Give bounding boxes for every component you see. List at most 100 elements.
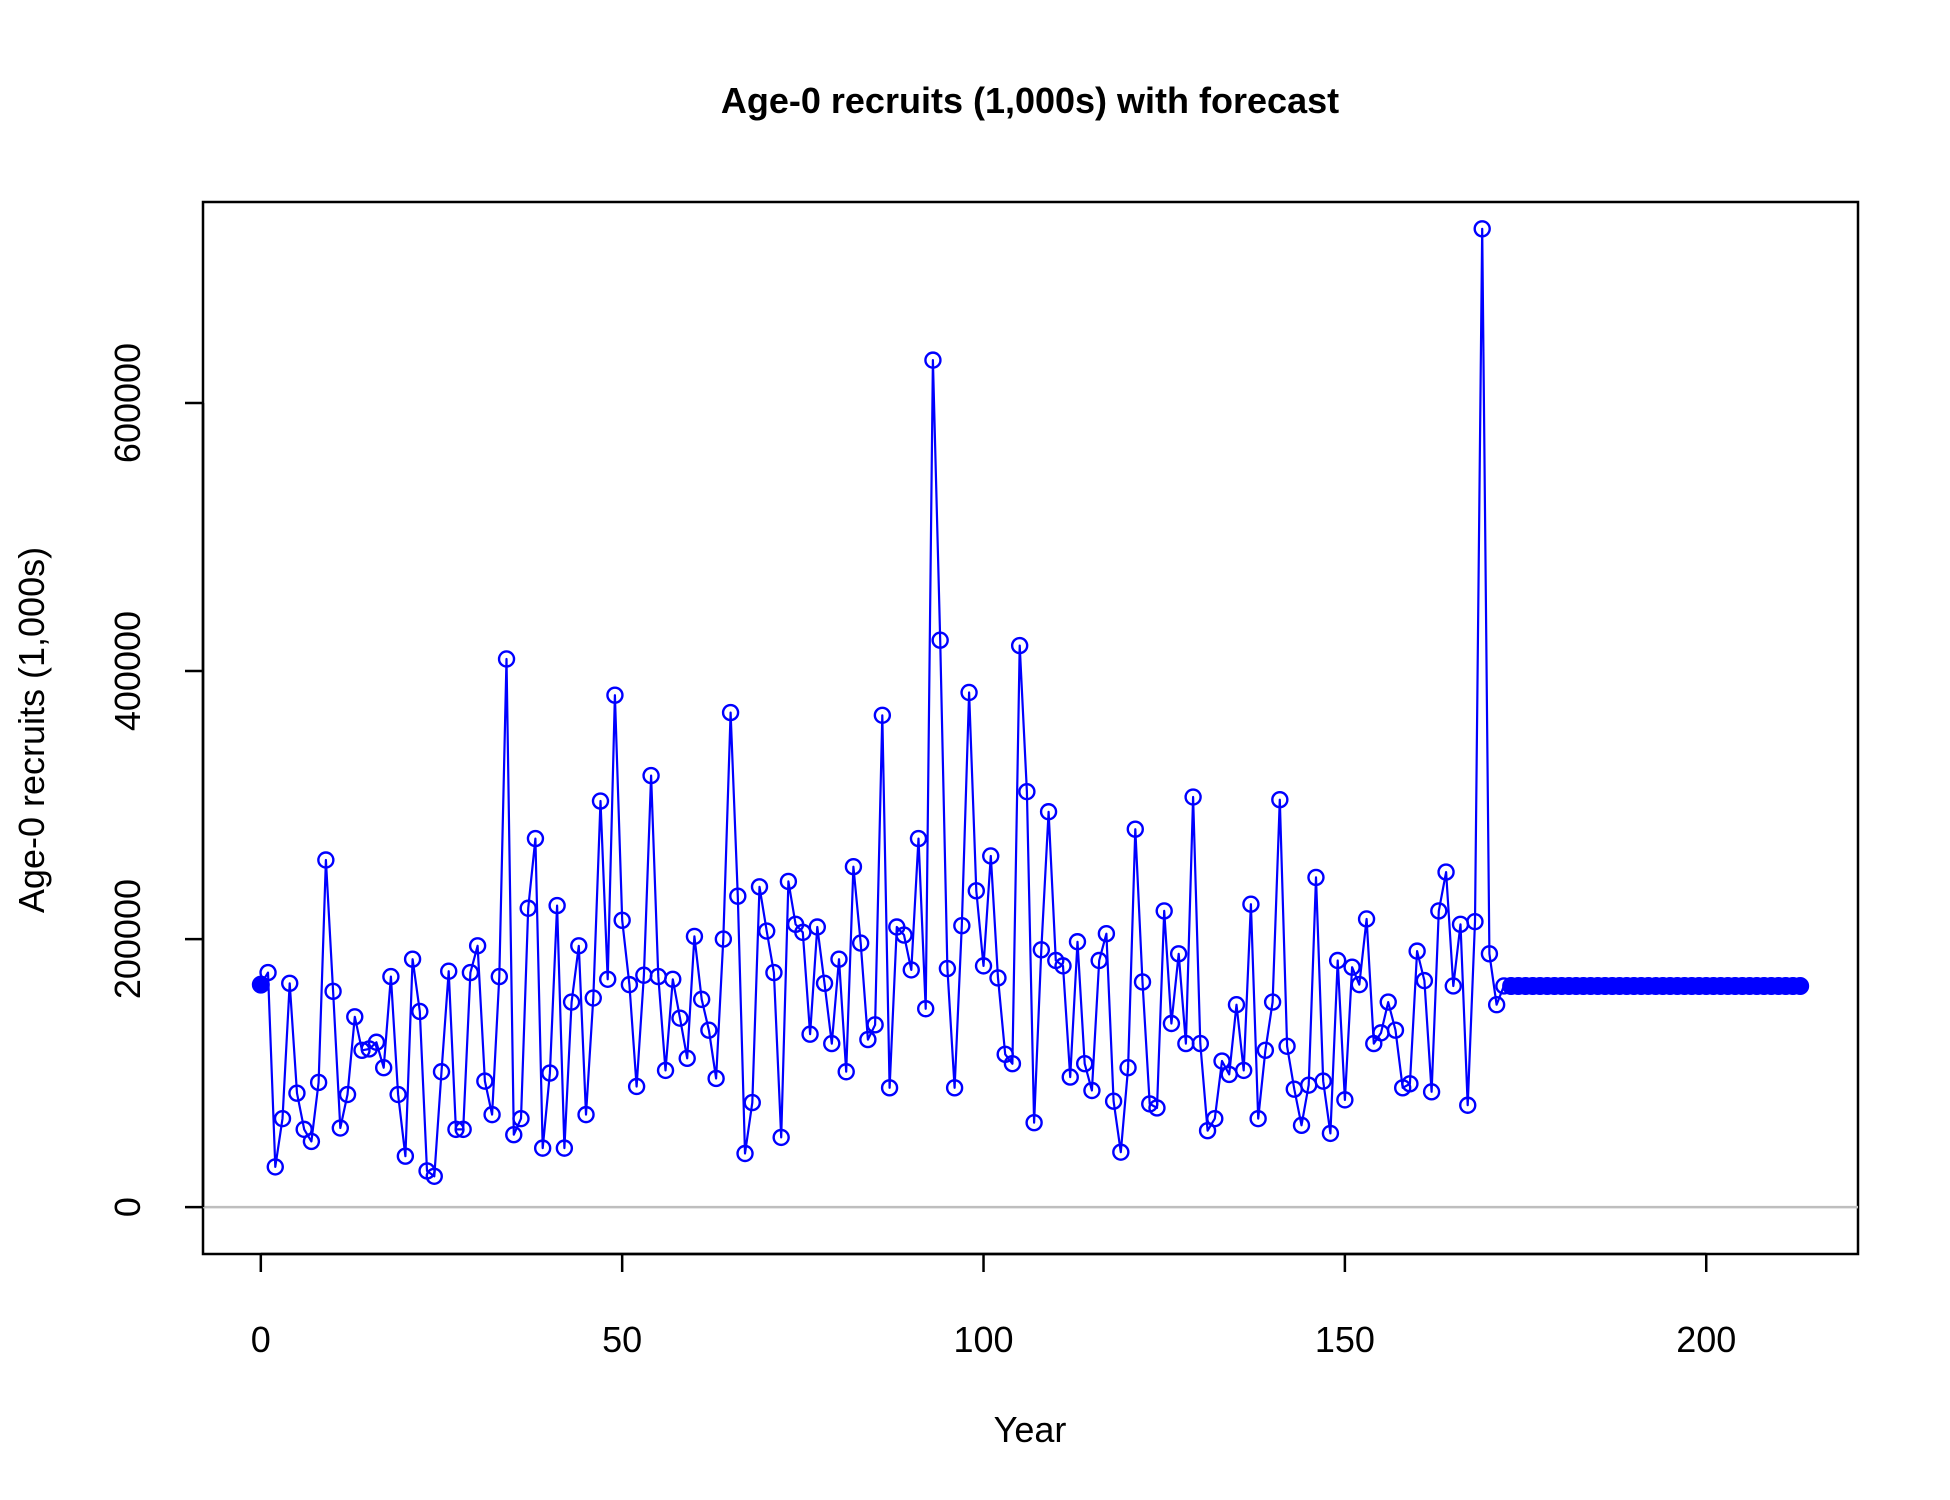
data-point <box>642 766 660 785</box>
data-point <box>664 970 682 988</box>
data-point <box>924 351 942 369</box>
data-point <box>1242 895 1260 913</box>
data-point <box>302 1132 321 1151</box>
data-point <box>1328 951 1347 970</box>
data-point <box>1032 941 1051 959</box>
data-point <box>425 1167 443 1185</box>
data-point <box>396 1147 415 1165</box>
data-point <box>613 911 631 930</box>
data-point <box>801 1025 819 1043</box>
data-point <box>432 1063 451 1081</box>
data-point <box>591 792 610 810</box>
data-point <box>533 1139 552 1157</box>
data-point <box>1466 912 1484 931</box>
data-point <box>1422 1083 1441 1101</box>
data-point <box>468 937 487 955</box>
data-point <box>750 878 769 896</box>
data-point <box>281 974 299 992</box>
data-point <box>953 916 971 935</box>
data-point <box>273 1109 292 1128</box>
data-point <box>324 982 342 1001</box>
data-point <box>1184 788 1202 806</box>
data-point <box>1003 1055 1022 1073</box>
data-point <box>938 959 957 978</box>
data-point <box>945 1079 964 1097</box>
data-point <box>772 1128 790 1147</box>
data-point <box>1415 971 1434 990</box>
data-point <box>411 1002 429 1021</box>
data-point <box>1379 993 1397 1011</box>
data-point <box>1133 973 1152 991</box>
x-tick-label: 0 <box>251 1319 271 1360</box>
y-axis-label: Age-0 recruits (1,000s) <box>11 547 52 913</box>
data-point <box>317 851 335 869</box>
data-point <box>483 1105 501 1124</box>
data-point <box>1249 1109 1267 1128</box>
data-point <box>823 1034 841 1053</box>
data-point <box>1430 902 1448 920</box>
data-point <box>461 963 480 982</box>
x-axis-label: Year <box>994 1409 1067 1450</box>
data-point <box>692 990 711 1009</box>
data-point <box>1148 1099 1166 1117</box>
data-point <box>909 829 928 848</box>
data-point <box>808 918 827 936</box>
y-tick-label: 600000 <box>107 343 148 463</box>
data-point <box>1314 1072 1332 1090</box>
data-point <box>584 989 602 1007</box>
data-point <box>367 1033 386 1051</box>
data-point <box>1386 1021 1405 1039</box>
data-point <box>403 950 422 968</box>
data-point <box>288 1084 306 1102</box>
x-tick-label: 50 <box>602 1319 642 1360</box>
data-point <box>902 961 920 979</box>
x-tick-label: 100 <box>953 1319 1013 1360</box>
data-point <box>1480 945 1499 963</box>
data-point <box>548 896 566 915</box>
data-point <box>714 930 733 948</box>
chart-title: Age-0 recruits (1,000s) with forecast <box>721 80 1339 121</box>
data-point <box>779 872 798 891</box>
data-point <box>526 829 545 848</box>
data-point <box>1119 1059 1137 1077</box>
data-point <box>266 1158 284 1176</box>
data-point <box>440 962 458 980</box>
data-point <box>382 967 400 986</box>
data-point <box>1097 925 1116 943</box>
data-point <box>866 1016 884 1034</box>
data-point <box>794 923 812 942</box>
data-point <box>837 1063 855 1081</box>
data-point <box>1090 951 1108 970</box>
data-point <box>678 1049 696 1068</box>
data-point <box>1336 1091 1354 1109</box>
data-point <box>815 974 834 992</box>
data-point <box>729 887 747 905</box>
x-tick-label: 150 <box>1315 1319 1375 1360</box>
data-point <box>671 1009 689 1027</box>
data-point <box>830 950 848 968</box>
data-point <box>346 1008 364 1026</box>
data-point <box>895 926 913 944</box>
data-point <box>974 957 993 975</box>
data-point <box>1018 782 1036 801</box>
data-point <box>309 1073 328 1092</box>
data-point <box>1487 996 1506 1014</box>
data-point <box>577 1105 595 1124</box>
data-point <box>1104 1092 1123 1110</box>
data-point <box>1169 945 1188 963</box>
data-point <box>1061 1068 1079 1086</box>
data-point <box>505 1126 523 1144</box>
data-point <box>989 969 1007 987</box>
data-point <box>1126 820 1144 838</box>
data-point <box>656 1061 675 1080</box>
data-point <box>721 703 740 722</box>
data-point <box>1307 868 1325 887</box>
data-point <box>1343 958 1361 976</box>
data-point <box>1227 996 1246 1014</box>
data-point <box>447 1120 465 1139</box>
data-point <box>389 1085 407 1104</box>
series-group <box>251 220 1810 1185</box>
data-point <box>512 1109 530 1128</box>
data-point <box>338 1085 357 1104</box>
data-point <box>1263 993 1282 1011</box>
